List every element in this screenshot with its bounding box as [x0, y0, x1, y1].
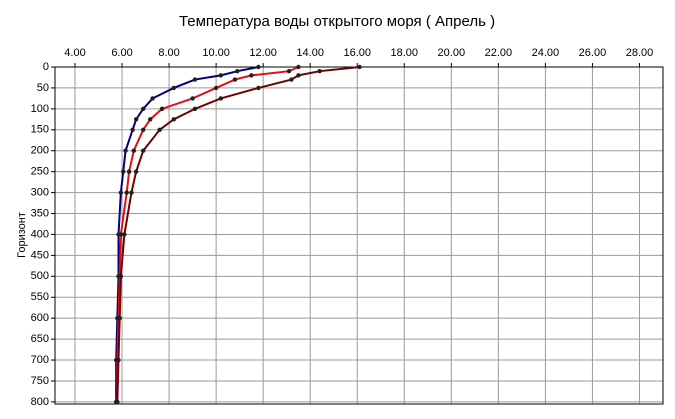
y-tick-label: 800 [31, 396, 49, 408]
y-tick-label: 250 [31, 166, 49, 178]
y-tick-label: 600 [31, 312, 49, 324]
point [249, 73, 254, 78]
point [124, 190, 129, 195]
x-tick-label: 4.00 [64, 47, 85, 59]
y-tick-label: 550 [31, 291, 49, 303]
x-tick-label: 18.00 [391, 47, 419, 59]
point [141, 127, 146, 132]
y-tick-label: 500 [31, 270, 49, 282]
point [118, 190, 124, 195]
point [141, 148, 146, 153]
point [256, 85, 261, 91]
point [159, 106, 165, 112]
x-tick-label: 22.00 [485, 47, 513, 59]
point [171, 85, 176, 91]
point [122, 232, 127, 237]
y-tick-label: 300 [31, 186, 49, 198]
chart-title: Температура воды открытого моря ( Апрель… [179, 13, 495, 30]
point [296, 73, 301, 78]
point [123, 148, 128, 153]
y-tick-label: 150 [31, 124, 49, 136]
point [317, 68, 322, 74]
y-tick-label: 100 [31, 103, 49, 115]
y-tick-label: 400 [31, 228, 49, 240]
point [296, 64, 301, 70]
point [126, 169, 132, 174]
point [121, 169, 126, 174]
y-tick-label: 650 [31, 333, 49, 345]
y-tick-label: 200 [31, 145, 49, 157]
point [118, 232, 124, 237]
point [192, 106, 198, 112]
x-tick-label: 20.00 [438, 47, 466, 59]
point [133, 169, 139, 174]
point [116, 357, 121, 363]
x-tick-label: 24.00 [532, 47, 560, 59]
y-tick-label: 0 [43, 61, 49, 73]
x-tick-label: 14.00 [296, 47, 324, 59]
point [218, 73, 224, 78]
point [256, 64, 261, 70]
y-axis-label: Горизонт [16, 212, 28, 258]
y-tick-label: 450 [31, 249, 49, 261]
point [192, 77, 198, 82]
point [235, 68, 240, 74]
point [218, 96, 224, 101]
point [115, 399, 120, 405]
x-tick-label: 16.00 [343, 47, 371, 59]
x-tick-label: 12.00 [249, 47, 277, 59]
point [213, 85, 219, 91]
x-tick-label: 26.00 [579, 47, 607, 59]
x-tick-label: 28.00 [626, 47, 654, 59]
plot-frame [54, 66, 664, 405]
point [130, 127, 135, 132]
point [289, 77, 294, 82]
point [118, 274, 124, 279]
point [148, 117, 153, 122]
y-tick-label: 50 [37, 82, 49, 94]
point [131, 148, 136, 153]
x-tick-label: 10.00 [202, 47, 230, 59]
y-tick-label: 350 [31, 207, 49, 219]
point [133, 117, 139, 122]
y-tick-label: 700 [31, 354, 49, 366]
point [190, 96, 195, 101]
point [157, 127, 162, 132]
point [232, 77, 238, 82]
y-tick-label: 750 [31, 375, 49, 387]
point [150, 96, 155, 101]
point [171, 117, 176, 122]
point [141, 106, 146, 112]
x-tick-label: 6.00 [111, 47, 132, 59]
point [286, 68, 292, 74]
point [357, 64, 362, 70]
x-tick-label: 8.00 [158, 47, 179, 59]
point [129, 190, 134, 195]
point [117, 315, 122, 321]
